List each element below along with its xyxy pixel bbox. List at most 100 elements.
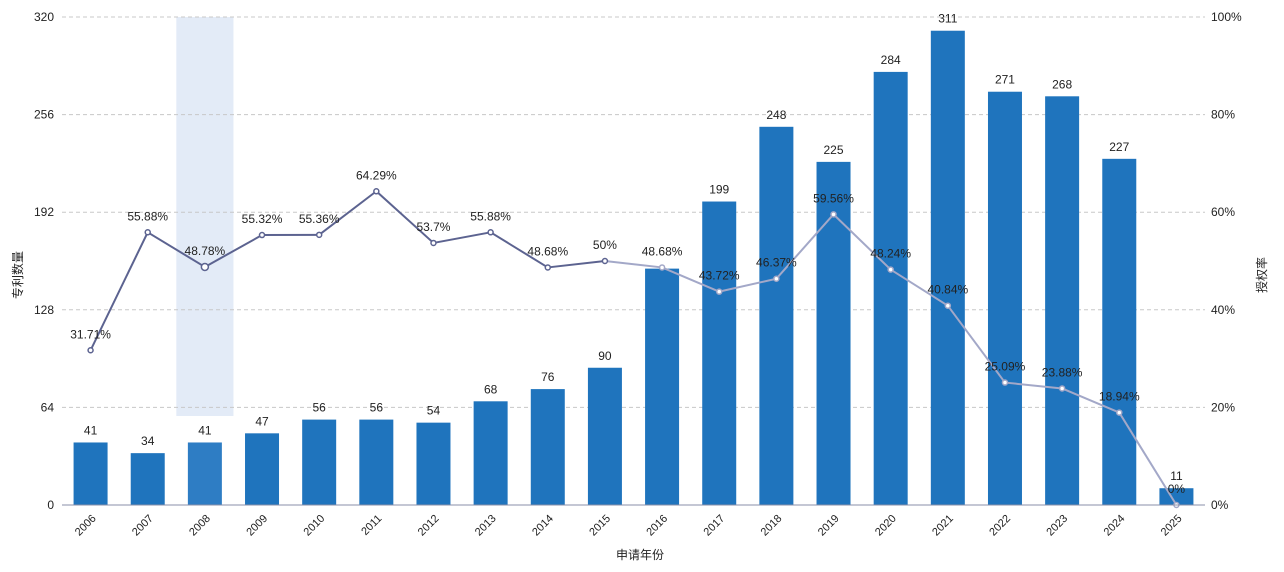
x-tick-label: 2023 (1044, 513, 1070, 539)
line-point-2015 (602, 259, 607, 264)
line-point-2021 (945, 303, 950, 308)
y-tick-label: 0 (47, 498, 54, 512)
bar-2021 (931, 31, 965, 505)
bar-2016 (645, 269, 679, 505)
bar-2018 (759, 127, 793, 505)
bar-value-label: 76 (541, 370, 555, 384)
bar-2017 (702, 202, 736, 505)
y-tick-label: 192 (34, 205, 54, 219)
line-point-2009 (260, 233, 265, 238)
bar-2006 (74, 442, 108, 505)
bar-2008 (188, 442, 222, 505)
bar-2023 (1045, 96, 1079, 505)
bar-value-label: 284 (881, 53, 901, 67)
x-tick-label: 2009 (244, 513, 270, 539)
line-point-2022 (1002, 380, 1007, 385)
bar-2024 (1102, 159, 1136, 505)
bar-value-label: 227 (1109, 140, 1129, 154)
bar-value-label: 268 (1052, 77, 1072, 91)
bar-value-label: 248 (766, 108, 786, 122)
rate-label: 55.36% (299, 212, 340, 226)
bar-value-label: 56 (312, 401, 326, 415)
line-point-2006 (88, 348, 93, 353)
bar-value-label: 311 (938, 12, 957, 26)
rate-label: 0% (1168, 482, 1186, 496)
y-tick-label: 320 (34, 10, 54, 24)
rate-label: 55.32% (242, 212, 283, 226)
y-tick-label: 64 (41, 400, 55, 414)
line-point-2016 (660, 265, 665, 270)
rate-label: 53.7% (416, 220, 450, 234)
x-tick-label: 2006 (73, 513, 99, 539)
x-tick-label: 2022 (987, 513, 1013, 539)
x-tick-label: 2008 (187, 513, 213, 539)
bar-value-label: 47 (255, 414, 269, 428)
bar-value-label: 68 (484, 382, 498, 396)
y-axis-title: 专利数量 (10, 251, 25, 299)
line-point-2013 (488, 230, 493, 235)
line-point-2018 (774, 276, 779, 281)
rate-label: 18.94% (1099, 390, 1140, 404)
bar-value-label: 225 (824, 143, 844, 157)
y-tick-label: 128 (34, 303, 54, 317)
bar-2015 (588, 368, 622, 505)
x-tick-label: 2020 (873, 513, 899, 539)
y-tick-label: 256 (34, 108, 54, 122)
line-segment (548, 261, 605, 267)
rate-label: 43.72% (699, 269, 740, 283)
rate-label: 55.88% (470, 209, 511, 223)
line-point-2019 (831, 212, 836, 217)
x-tick-label: 2011 (359, 513, 384, 538)
bar-value-label: 56 (370, 401, 384, 415)
bar-value-label: 90 (598, 349, 612, 363)
x-tick-label: 2015 (587, 513, 613, 539)
y2-axis-title: 授权率 (1254, 257, 1269, 293)
bar-2010 (302, 420, 336, 505)
y2-tick-label: 40% (1211, 303, 1235, 317)
rate-label: 59.56% (813, 191, 854, 205)
line-segment (376, 191, 433, 243)
line-point-2012 (431, 240, 436, 245)
rate-label: 50% (593, 238, 617, 252)
line-point-2014 (545, 265, 550, 270)
rate-label: 46.37% (756, 256, 797, 270)
line-point-2010 (317, 232, 322, 237)
line-point-2008 (201, 263, 208, 270)
bar-2014 (531, 389, 565, 505)
bar-value-label: 41 (198, 423, 212, 437)
line-point-2020 (888, 267, 893, 272)
y2-tick-label: 80% (1211, 108, 1235, 122)
x-tick-label: 2019 (816, 513, 842, 539)
rate-label: 23.88% (1042, 365, 1083, 379)
rate-label: 31.71% (70, 327, 111, 341)
x-tick-label: 2017 (702, 513, 728, 539)
x-tick-label: 2012 (416, 513, 442, 539)
rate-label: 48.68% (642, 244, 683, 258)
bar-2011 (359, 420, 393, 505)
bar-value-label: 54 (427, 404, 441, 418)
bar-2022 (988, 92, 1022, 505)
bar-value-label: 34 (141, 434, 155, 448)
bar-value-label: 271 (995, 73, 1015, 87)
rate-label: 48.24% (870, 247, 911, 261)
bar-value-label: 41 (84, 423, 98, 437)
line-point-2023 (1060, 386, 1065, 391)
y2-tick-label: 20% (1211, 400, 1235, 414)
rate-label: 64.29% (356, 168, 397, 182)
rate-label: 55.88% (127, 209, 168, 223)
x-tick-label: 2018 (759, 513, 785, 539)
x-tick-label: 2025 (1159, 513, 1185, 539)
x-tick-label: 2007 (130, 513, 156, 539)
x-tick-label: 2013 (473, 513, 499, 539)
highlight-band (176, 17, 233, 416)
rate-label: 25.09% (985, 360, 1026, 374)
line-segment (605, 261, 662, 267)
line-point-2011 (374, 189, 379, 194)
rate-label: 48.78% (185, 244, 226, 258)
bar-2012 (416, 423, 450, 505)
line-point-2007 (145, 230, 150, 235)
y2-tick-label: 60% (1211, 205, 1235, 219)
x-tick-label: 2010 (301, 513, 327, 539)
rate-label: 48.68% (527, 244, 568, 258)
